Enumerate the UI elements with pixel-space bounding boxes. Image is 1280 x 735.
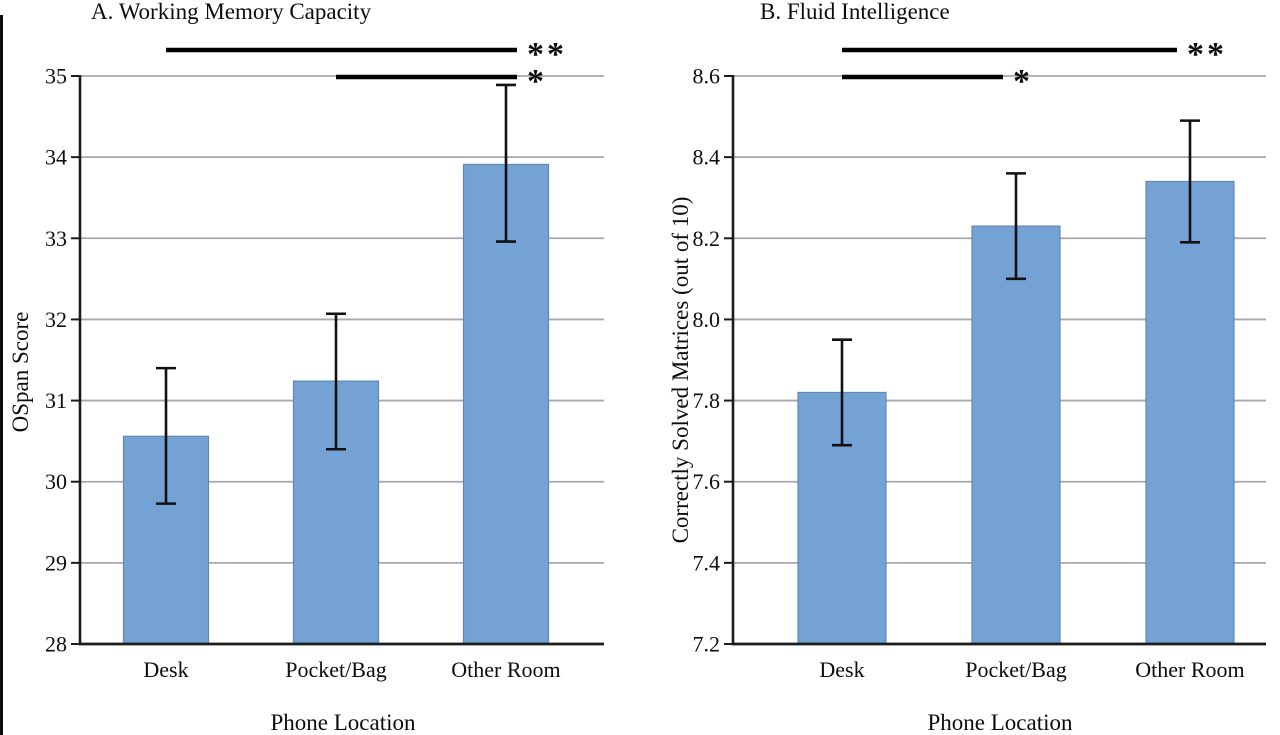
panel-a-y-tick-label-31: 31 [45,388,67,413]
panel-a-category-label-pocket-bag: Pocket/Bag [285,657,386,682]
panel-b-title: B. Fluid Intelligence [760,0,950,24]
left-edge-artifact [0,15,3,735]
panel-a-y-tick-label-28: 28 [45,632,67,657]
panel-a-bar-other-room [462,163,550,645]
panel-b-bar-pocket-bag [971,225,1061,645]
panel-b-y-axis-label: Correctly Solved Matrices (out of 10) [668,196,693,544]
panel-a-y-tick-label-34: 34 [45,145,67,170]
panel-b-significance-label-desk-to-pocket-bag: * [1013,63,1033,100]
panel-a-significance-label-desk-to-other-room: ** [527,36,567,73]
panel-b-y-tick-label-8.4: 8.4 [693,145,721,170]
panel-b-y-tick-label-8.6: 8.6 [693,64,721,89]
panel-a-y-axis-label: OSpan Score [8,311,33,433]
panel-b-category-label-desk: Desk [819,657,864,682]
panel-a-y-tick-label-30: 30 [45,469,67,494]
panel-b-y-tick-label-8.2: 8.2 [693,226,721,251]
panel-a-y-tick-label-32: 32 [45,307,67,332]
panel-b-y-tick-label-7.8: 7.8 [693,388,721,413]
panel-a-y-tick-label-33: 33 [45,226,67,251]
panel-a-y-tick-label-35: 35 [45,64,67,89]
panel-b-y-tick-label-7.4: 7.4 [693,550,721,575]
panel-b-category-label-pocket-bag: Pocket/Bag [965,657,1066,682]
panel-a-y-tick-label-29: 29 [45,550,67,575]
panel-b-y-tick-label-8.0: 8.0 [693,307,721,332]
panel-b-y-tick-label-7.6: 7.6 [693,469,721,494]
panel-a-category-label-desk: Desk [143,657,188,682]
panel-b-significance-label-desk-to-other-room: ** [1187,36,1227,73]
panel-a-title: A. Working Memory Capacity [91,0,372,24]
panel-b-y-tick-label-7.2: 7.2 [693,632,721,657]
panel-a-category-label-other-room: Other Room [451,657,560,682]
panel-a-x-axis-label: Phone Location [270,710,416,735]
panel-b-x-axis-label: Phone Location [927,710,1073,735]
panel-b-bar-other-room [1145,180,1235,645]
panel-b-category-label-other-room: Other Room [1135,657,1244,682]
panel-a-significance-label-pocket-bag-to-other-room: * [527,63,547,100]
